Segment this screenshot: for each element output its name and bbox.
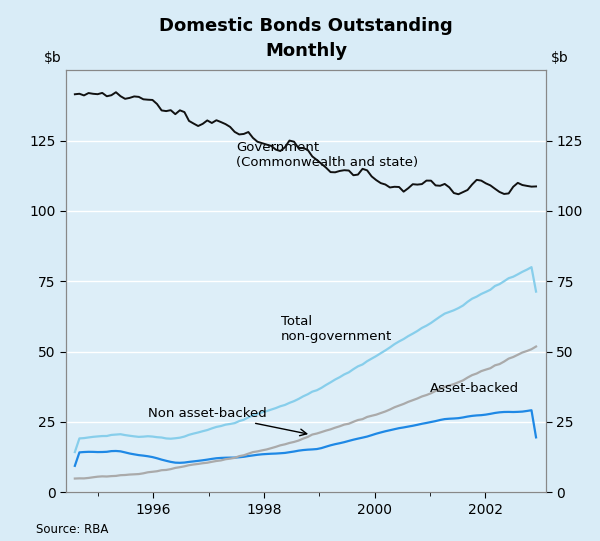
Text: Non asset-backed: Non asset-backed [148, 407, 307, 436]
Text: Total
non-government: Total non-government [281, 315, 392, 343]
Text: Source: RBA: Source: RBA [36, 523, 109, 536]
Title: Domestic Bonds Outstanding
Monthly: Domestic Bonds Outstanding Monthly [159, 17, 453, 61]
Text: $b: $b [551, 51, 569, 65]
Text: Asset-backed: Asset-backed [430, 382, 519, 395]
Text: Government
(Commonwealth and state): Government (Commonwealth and state) [236, 141, 418, 169]
Text: $b: $b [43, 51, 61, 65]
